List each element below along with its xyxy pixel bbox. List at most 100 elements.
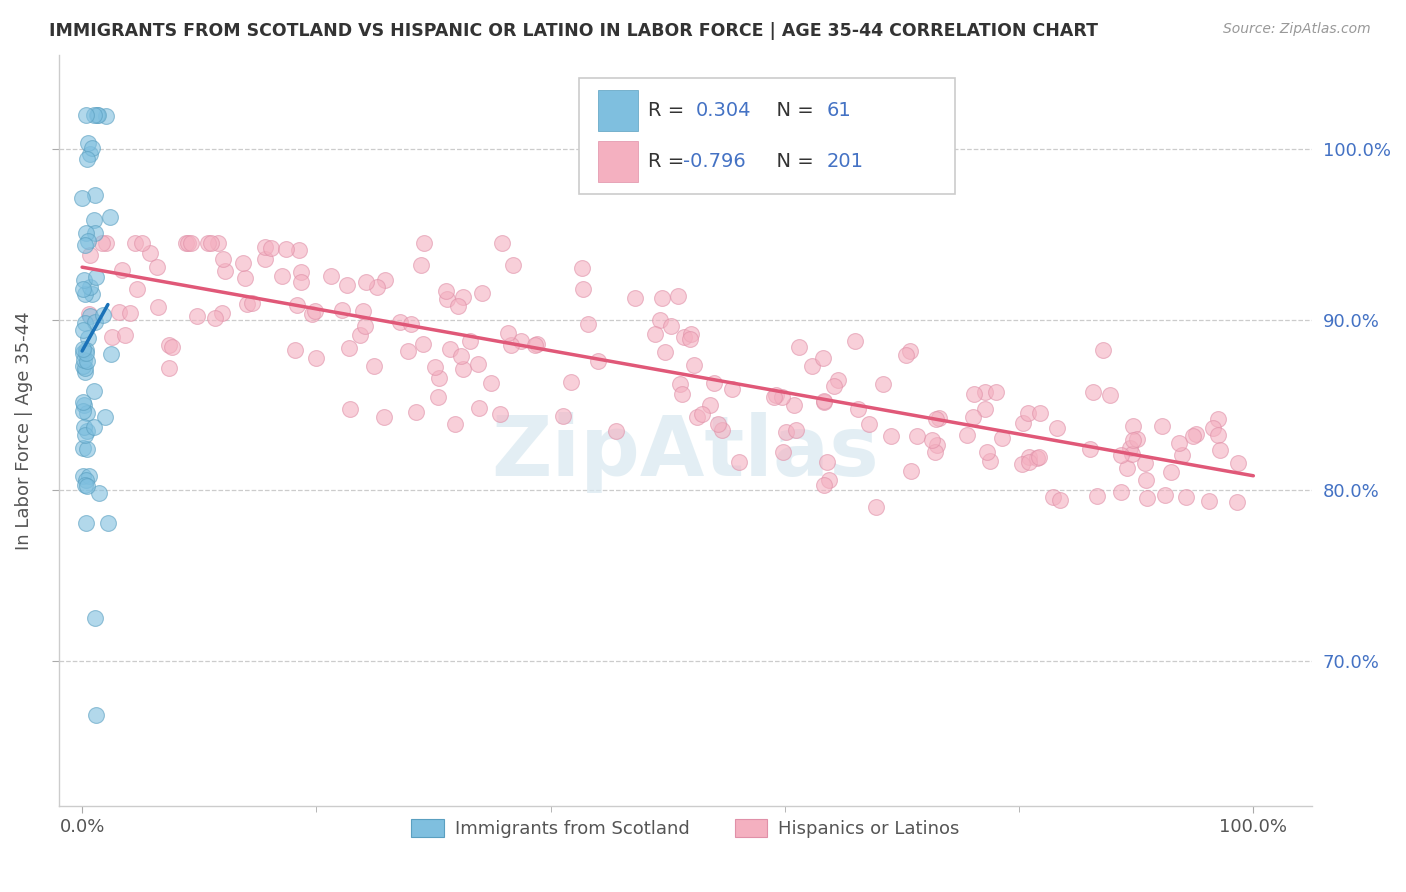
Point: [925, 438, 948, 452]
Point: [1028, 450, 1050, 464]
Point: [894, 348, 917, 362]
Point: [200, 235, 222, 250]
Point: [363, 359, 385, 374]
Point: [813, 395, 835, 409]
Point: [586, 353, 609, 368]
Point: [770, 390, 793, 404]
Point: [858, 417, 880, 431]
Point: [77, 307, 100, 321]
Point: [94, 109, 117, 123]
Text: Source: ZipAtlas.com: Source: ZipAtlas.com: [1223, 22, 1371, 37]
Point: [451, 361, 474, 376]
Point: [1042, 490, 1064, 504]
Point: [551, 409, 574, 423]
Point: [1098, 388, 1121, 402]
Point: [974, 402, 997, 417]
Point: [434, 285, 457, 299]
Point: [204, 311, 226, 326]
Point: [354, 318, 377, 333]
Point: [1122, 418, 1144, 433]
Point: [974, 384, 997, 399]
Point: [75, 473, 97, 487]
Point: [763, 390, 786, 404]
Point: [388, 315, 411, 329]
Point: [673, 330, 696, 344]
Point: [1109, 448, 1132, 462]
Point: [131, 235, 153, 250]
Point: [1206, 412, 1229, 426]
Point: [427, 390, 450, 404]
Point: [87, 485, 110, 500]
Point: [984, 384, 1007, 399]
Point: [467, 357, 489, 371]
Point: [235, 271, 257, 285]
Y-axis label: In Labor Force | Age 35-44: In Labor Force | Age 35-44: [15, 311, 32, 549]
Point: [72, 342, 94, 356]
Text: N =: N =: [765, 152, 820, 171]
Point: [374, 273, 396, 287]
Point: [75, 361, 97, 376]
Point: [270, 268, 292, 283]
Point: [1012, 416, 1035, 430]
Point: [366, 279, 388, 293]
Point: [336, 277, 359, 292]
Text: IMMIGRANTS FROM SCOTLAND VS HISPANIC OR LATINO IN LABOR FORCE | AGE 35-44 CORREL: IMMIGRANTS FROM SCOTLAND VS HISPANIC OR …: [49, 22, 1098, 40]
Point: [1168, 436, 1191, 450]
Point: [721, 382, 744, 396]
Point: [846, 401, 869, 416]
Point: [496, 326, 519, 340]
Point: [692, 407, 714, 421]
Point: [823, 379, 845, 393]
Point: [79, 468, 101, 483]
Point: [1150, 419, 1173, 434]
Point: [666, 289, 689, 303]
Point: [671, 386, 693, 401]
Point: [489, 407, 512, 421]
Point: [290, 276, 312, 290]
Point: [1226, 456, 1249, 470]
Point: [624, 291, 647, 305]
Point: [880, 429, 903, 443]
Point: [79, 279, 101, 293]
Point: [976, 445, 998, 459]
Point: [162, 340, 184, 354]
Point: [398, 343, 420, 358]
Point: [644, 326, 666, 341]
Point: [1116, 461, 1139, 475]
Point: [75, 365, 97, 379]
Point: [349, 327, 371, 342]
Point: [73, 273, 96, 287]
Point: [524, 337, 547, 351]
Point: [1206, 428, 1229, 442]
Point: [96, 236, 118, 251]
Point: [76, 479, 98, 493]
Point: [491, 235, 513, 250]
Point: [1026, 450, 1049, 465]
Point: [907, 429, 929, 443]
Point: [84, 708, 107, 723]
Point: [681, 327, 703, 342]
Point: [84, 315, 107, 329]
Point: [1133, 456, 1156, 470]
Point: [921, 433, 943, 447]
Text: -0.796: -0.796: [683, 152, 745, 171]
Point: [72, 282, 94, 296]
Point: [572, 282, 595, 296]
Point: [337, 341, 360, 355]
Point: [775, 425, 797, 439]
Point: [605, 424, 627, 438]
Point: [699, 398, 721, 412]
Point: [1184, 426, 1206, 441]
Point: [413, 235, 436, 250]
Point: [990, 431, 1012, 445]
Point: [97, 516, 120, 530]
Point: [765, 387, 787, 401]
Point: [276, 242, 298, 256]
Point: [72, 359, 94, 374]
Point: [411, 258, 433, 272]
Point: [125, 282, 148, 296]
Point: [817, 473, 839, 487]
Bar: [598, 89, 638, 131]
Point: [427, 370, 450, 384]
Point: [1202, 421, 1225, 435]
